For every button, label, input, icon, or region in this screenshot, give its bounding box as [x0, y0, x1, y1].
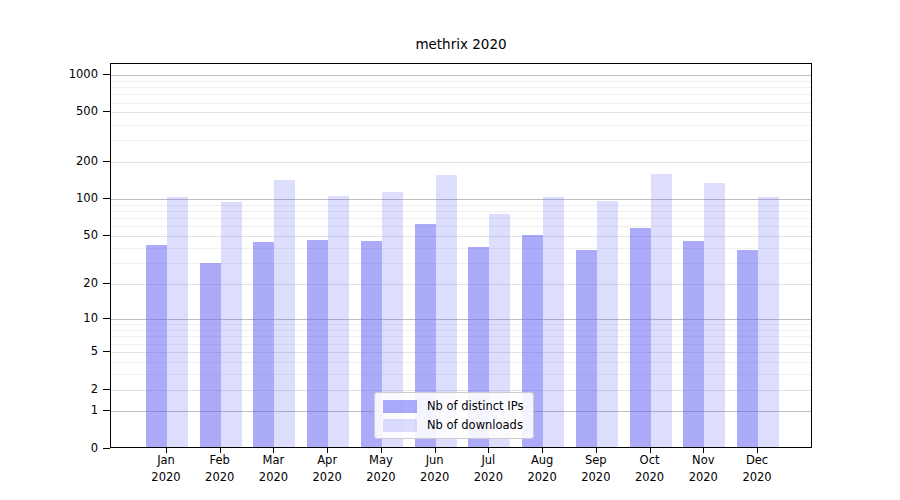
x-tick-label-feb: Feb 2020: [190, 452, 250, 486]
y-tick-label-200: 200: [38, 153, 98, 169]
y-tick-label-50: 50: [38, 227, 98, 243]
x-tick-label-jul: Jul 2020: [458, 452, 518, 486]
y-tick-label-100: 100: [38, 190, 98, 206]
y-tick-label-500: 500: [38, 103, 98, 119]
bar-distinct-ips-jan: [146, 245, 167, 447]
legend-swatch-downloads: [383, 419, 417, 432]
y-tick-label-2: 2: [38, 381, 98, 397]
gridline-major-1000: [111, 75, 811, 76]
y-tick-label-1: 1: [38, 402, 98, 418]
bar-downloads-sep: [597, 201, 618, 448]
legend-entry-downloads: Nb of downloads: [383, 418, 523, 432]
gridline-minor-700: [111, 94, 811, 95]
bar-downloads-dec: [758, 197, 779, 447]
y-tick-mark-200: [103, 161, 110, 162]
x-tick-label-jun: Jun 2020: [405, 452, 465, 486]
y-tick-label-20: 20: [38, 275, 98, 291]
y-tick-label-1000: 1000: [38, 66, 98, 82]
bar-distinct-ips-feb: [200, 263, 221, 447]
bar-distinct-ips-sep: [576, 250, 597, 447]
legend-swatch-distinct-ips: [383, 400, 417, 413]
gridline-500: [111, 112, 811, 113]
gridline-minor-400: [111, 125, 811, 126]
gridline-minor-900: [111, 81, 811, 82]
y-tick-mark-2: [103, 389, 110, 390]
legend-entry-distinct-ips: Nb of distinct IPs: [383, 399, 523, 413]
legend: Nb of distinct IPs Nb of downloads: [374, 392, 534, 439]
y-tick-mark-10: [103, 318, 110, 319]
bar-downloads-oct: [651, 174, 672, 447]
bar-downloads-nov: [704, 183, 725, 447]
bar-distinct-ips-oct: [630, 228, 651, 447]
bar-downloads-feb: [221, 202, 242, 447]
bar-downloads-aug: [543, 197, 564, 447]
y-tick-mark-1000: [103, 74, 110, 75]
legend-label-distinct-ips: Nb of distinct IPs: [427, 399, 523, 413]
x-tick-label-mar: Mar 2020: [243, 452, 303, 486]
x-tick-label-oct: Oct 2020: [620, 452, 680, 486]
gridline-minor-300: [111, 140, 811, 141]
x-tick-label-sep: Sep 2020: [566, 452, 626, 486]
bar-downloads-apr: [328, 196, 349, 447]
bar-distinct-ips-apr: [307, 240, 328, 447]
gridline-minor-600: [111, 103, 811, 104]
y-tick-label-10: 10: [38, 310, 98, 326]
y-tick-mark-100: [103, 198, 110, 199]
x-tick-label-apr: Apr 2020: [297, 452, 357, 486]
chart-title: methrix 2020: [110, 36, 812, 52]
x-tick-label-nov: Nov 2020: [673, 452, 733, 486]
x-tick-label-dec: Dec 2020: [727, 452, 787, 486]
y-tick-mark-5: [103, 351, 110, 352]
gridline-200: [111, 162, 811, 163]
bar-distinct-ips-mar: [253, 242, 274, 447]
bar-downloads-jan: [167, 197, 188, 447]
legend-label-downloads: Nb of downloads: [427, 418, 523, 432]
x-tick-label-aug: Aug 2020: [512, 452, 572, 486]
bar-distinct-ips-nov: [683, 241, 704, 447]
y-tick-mark-50: [103, 235, 110, 236]
y-tick-mark-500: [103, 111, 110, 112]
x-tick-label-may: May 2020: [351, 452, 411, 486]
figure: methrix 2020 10005002001005020105210 Jan…: [0, 0, 900, 500]
y-tick-label-0: 0: [38, 440, 98, 456]
y-tick-mark-20: [103, 283, 110, 284]
y-tick-mark-1: [103, 410, 110, 411]
bar-distinct-ips-dec: [737, 250, 758, 447]
plot-area: [110, 63, 812, 448]
bar-downloads-mar: [274, 180, 295, 447]
gridline-minor-800: [111, 87, 811, 88]
y-tick-label-5: 5: [38, 343, 98, 359]
y-tick-mark-0: [103, 448, 110, 449]
x-tick-label-jan: Jan 2020: [136, 452, 196, 486]
